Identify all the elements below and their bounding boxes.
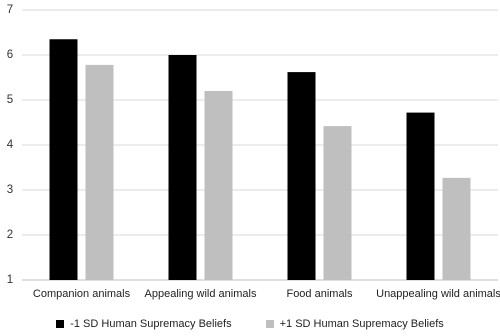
legend-item: -1 SD Human Supremacy Beliefs (56, 318, 232, 330)
x-tick-label: Appealing wild animals (144, 288, 257, 300)
x-tick-label: Food animals (286, 288, 353, 300)
y-tick-label: 5 (7, 94, 13, 106)
legend-item: +1 SD Human Supremacy Beliefs (265, 318, 444, 330)
bar (49, 39, 78, 280)
bar (406, 112, 435, 280)
y-tick-label: 1 (7, 274, 13, 286)
x-tick-label: Unappealing wild animals (376, 288, 500, 300)
x-tick-label: Companion animals (32, 288, 131, 300)
legend-label: -1 SD Human Supremacy Beliefs (70, 318, 232, 330)
bar (287, 72, 316, 280)
bar (442, 177, 471, 280)
bar (204, 91, 233, 280)
y-tick-label: 2 (7, 229, 13, 241)
legend: -1 SD Human Supremacy Beliefs +1 SD Human… (0, 318, 500, 330)
bar (85, 64, 114, 281)
y-tick-label: 3 (7, 184, 13, 196)
y-tick-label: 6 (7, 49, 13, 61)
y-tick-label: 7 (7, 4, 13, 16)
bar (323, 126, 352, 280)
legend-swatch (265, 320, 274, 328)
legend-label: +1 SD Human Supremacy Beliefs (279, 318, 444, 330)
bar (168, 55, 197, 280)
y-tick-label: 4 (7, 139, 14, 151)
legend-swatch (56, 320, 65, 328)
